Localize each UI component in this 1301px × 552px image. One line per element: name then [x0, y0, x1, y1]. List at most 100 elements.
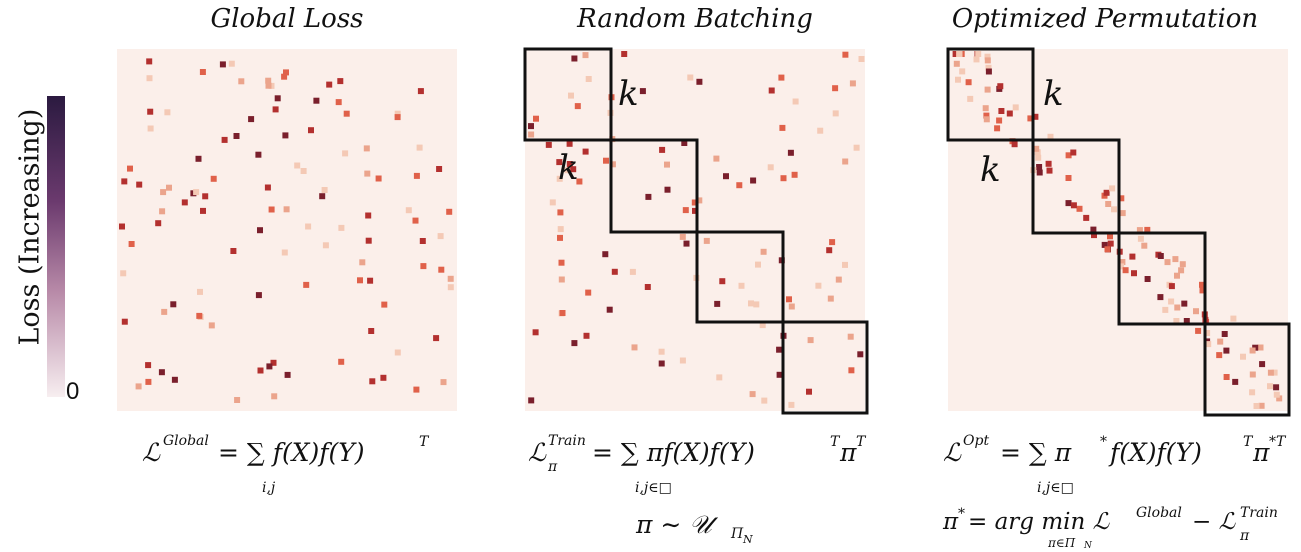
- heatmap-cell: [760, 248, 767, 255]
- heatmap-cell: [146, 58, 153, 65]
- heatmap-cell: [284, 371, 291, 378]
- heatmap-cell: [549, 199, 556, 206]
- heatmap-cell: [1199, 287, 1206, 294]
- k-label-opt-left: k: [980, 150, 1001, 190]
- heatmap-cell: [128, 241, 135, 247]
- heatmap-cell: [1118, 195, 1125, 202]
- heatmap-cell: [566, 161, 573, 167]
- heatmap-global: [117, 49, 457, 411]
- heatmap-cell: [779, 124, 786, 131]
- heatmap-cell: [842, 261, 848, 268]
- heatmap-cell: [568, 92, 574, 99]
- heatmap-cell: [1240, 353, 1246, 360]
- heatmap-cell: [1006, 110, 1013, 117]
- heatmap-cell: [1267, 369, 1274, 376]
- heatmap-cell: [1090, 226, 1097, 233]
- heatmap-cell: [268, 206, 275, 213]
- heatmap-cell: [1083, 214, 1090, 221]
- heatmap-cell: [283, 69, 289, 76]
- heatmap-cell: [413, 172, 420, 179]
- heatmap-cell: [807, 337, 814, 344]
- heatmap-cell: [438, 266, 445, 273]
- heatmap-cell: [281, 73, 288, 80]
- heatmap-cell: [848, 367, 855, 374]
- heatmap-cell: [571, 55, 578, 62]
- random-batch-box-2: [609, 138, 699, 234]
- heatmap-cell: [1276, 395, 1283, 402]
- heatmap-cell: [664, 186, 671, 193]
- heatmap-cell: [417, 88, 424, 95]
- heatmap-cell: [1047, 133, 1054, 140]
- heatmap-cell: [1249, 371, 1256, 378]
- heatmap-cell: [585, 76, 592, 82]
- heatmap-cell: [658, 360, 665, 367]
- heatmap-cell: [842, 158, 849, 165]
- heatmap-cell: [1105, 201, 1112, 207]
- heatmap-cell: [437, 233, 444, 240]
- heatmap-cell: [145, 378, 152, 385]
- heatmap-cell: [759, 322, 766, 329]
- heatmap-cell: [716, 374, 723, 381]
- heatmap-cell: [1118, 263, 1125, 270]
- heatmap-cell: [556, 175, 563, 182]
- heatmap-cell: [221, 136, 228, 143]
- heatmap-cell: [200, 207, 206, 214]
- heatmap-cell: [545, 141, 552, 148]
- heatmap-cell: [611, 268, 618, 275]
- heatmap-cell: [606, 306, 613, 313]
- heatmap-cell: [419, 238, 426, 244]
- heatmap-cell: [1036, 169, 1043, 176]
- heatmap-cell: [953, 60, 960, 67]
- heatmap-cell: [147, 125, 154, 132]
- heatmap-cell: [166, 184, 172, 191]
- heatmap-cell: [1141, 242, 1148, 249]
- heatmap-cell: [683, 240, 690, 247]
- heatmap-cell: [787, 149, 794, 156]
- heatmap-cell: [1199, 281, 1205, 288]
- heatmap-cell: [436, 166, 443, 172]
- heatmap-cell: [257, 227, 263, 234]
- heatmap-cell: [1221, 331, 1228, 337]
- heatmap-cell: [858, 56, 865, 62]
- optimized-batch-box-3: [1117, 231, 1207, 326]
- heatmap-cell: [255, 292, 262, 299]
- heatmap-cell: [965, 79, 972, 86]
- heatmap-cell: [857, 351, 864, 358]
- heatmap-cell: [1119, 259, 1126, 265]
- heatmap-cell: [365, 237, 372, 244]
- heatmap-cell: [120, 270, 127, 277]
- heatmap-cell: [806, 388, 812, 395]
- heatmap-cell: [1253, 403, 1260, 409]
- heatmap-cell: [753, 301, 760, 308]
- optimized-batch-boxes: [946, 47, 1291, 417]
- heatmap-cell: [193, 189, 200, 196]
- heatmap-cell: [337, 78, 344, 85]
- heatmap-cell: [983, 112, 990, 119]
- heatmap-cell: [233, 133, 240, 139]
- heatmap-cell: [696, 197, 703, 204]
- heatmap-cell: [363, 145, 370, 152]
- heatmap-cell: [571, 340, 578, 347]
- heatmap-cell: [368, 328, 375, 334]
- heatmap-cell: [564, 167, 571, 174]
- heatmap-cell: [375, 175, 382, 182]
- panel-title-global: Global Loss: [210, 4, 364, 34]
- heatmap-cell: [446, 208, 453, 215]
- heatmap-cell: [574, 103, 581, 110]
- heatmap-cell: [416, 144, 423, 151]
- heatmap-cell: [997, 83, 1004, 90]
- heatmap-cell: [792, 98, 799, 105]
- heatmap-cell: [202, 193, 209, 200]
- heatmap-cell: [1217, 338, 1224, 345]
- colorbar-zero-label: 0: [66, 378, 80, 405]
- heatmap-cell: [272, 106, 279, 113]
- heatmap-cell: [1027, 115, 1034, 122]
- heatmap-cell: [1119, 210, 1126, 217]
- heatmap-cell: [265, 77, 272, 84]
- heatmap-cell: [1011, 141, 1018, 148]
- heatmap-cell: [1267, 383, 1273, 390]
- heatmap-cell: [1257, 344, 1264, 351]
- heatmap-cell: [119, 223, 125, 230]
- heatmap-cell: [322, 242, 329, 249]
- heatmap-cell: [305, 223, 312, 230]
